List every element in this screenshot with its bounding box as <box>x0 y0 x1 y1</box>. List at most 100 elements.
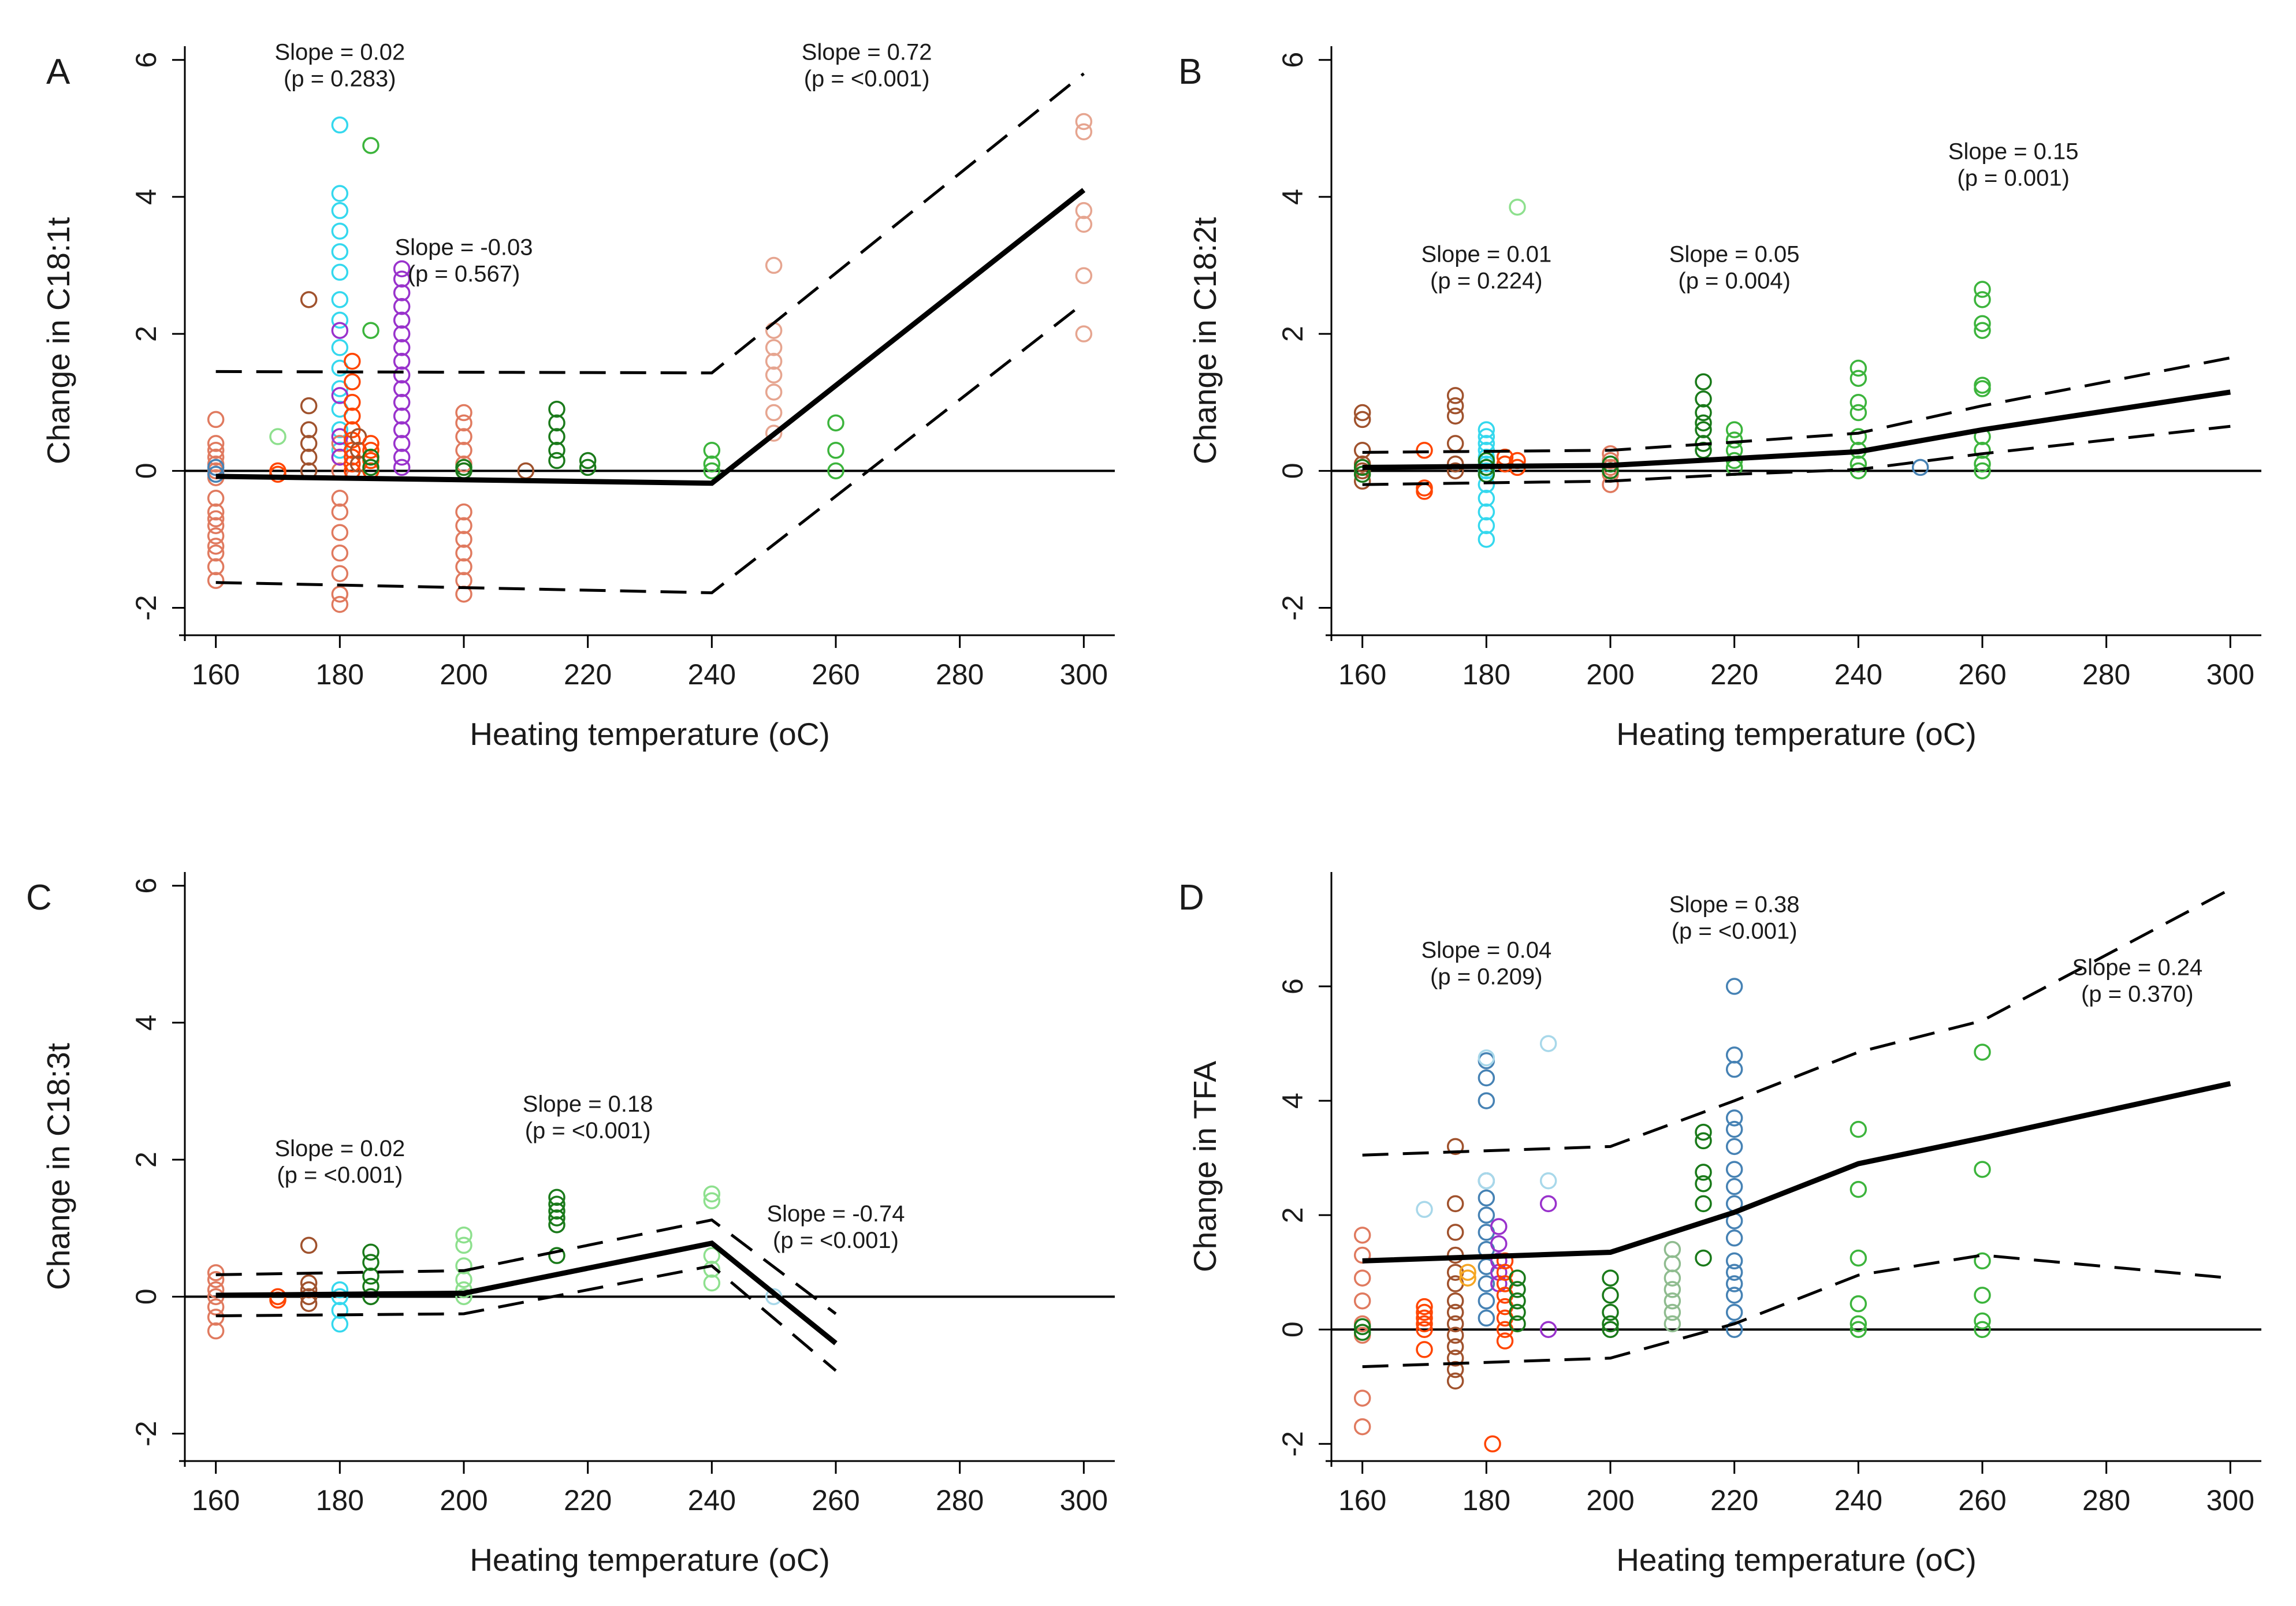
data-point <box>344 455 361 473</box>
x-tick-label: 200 <box>1586 658 1634 691</box>
data-point <box>703 1185 721 1203</box>
y-tick-label: 2 <box>130 1152 162 1168</box>
data-point <box>1459 1264 1476 1281</box>
data-point <box>579 459 597 476</box>
x-tick-label: 280 <box>2082 658 2130 691</box>
data-point <box>1974 377 1991 394</box>
data-point <box>331 222 349 240</box>
data-point <box>1416 442 1433 459</box>
data-point <box>207 510 225 528</box>
data-point <box>548 442 565 459</box>
data-point <box>1695 373 1712 390</box>
data-point <box>1478 1092 1495 1109</box>
panel-letter: D <box>1178 878 1204 918</box>
data-point <box>1478 1049 1495 1067</box>
y-tick-label: -2 <box>1277 595 1309 620</box>
data-point <box>1974 281 1991 298</box>
y-tick-label: 4 <box>1277 1093 1309 1109</box>
data-point <box>455 517 472 534</box>
data-point <box>1974 1161 1991 1178</box>
data-point <box>1974 1287 1991 1304</box>
data-point <box>1725 1287 1743 1304</box>
data-point <box>300 1236 318 1254</box>
data-point <box>455 544 472 562</box>
data-point <box>1446 397 1464 415</box>
y-axis-title: Change in C18:2t <box>1187 217 1223 464</box>
data-point <box>1353 472 1371 490</box>
data-point <box>1850 1315 1867 1333</box>
data-point <box>1353 1318 1371 1336</box>
x-tick-label: 280 <box>2082 1484 2130 1516</box>
data-point <box>1478 1309 1495 1327</box>
fit-mean-line <box>215 188 1086 486</box>
data-point <box>393 421 411 438</box>
data-point <box>1602 445 1619 463</box>
data-point <box>344 393 361 411</box>
p-value-annotation: (p = <0.001) <box>804 66 930 92</box>
data-point <box>1446 1303 1464 1321</box>
data-point <box>1416 1321 1433 1338</box>
data-point <box>1446 462 1464 480</box>
data-point <box>1416 1341 1433 1358</box>
data-point <box>207 490 225 507</box>
data-point <box>703 462 721 480</box>
data-point <box>1974 315 1991 333</box>
data-point <box>331 490 349 507</box>
data-point <box>1353 442 1371 459</box>
x-axis-title: Heating temperature (oC) <box>1616 716 1977 752</box>
panel-letter: A <box>46 52 70 92</box>
data-point <box>1446 387 1464 404</box>
data-point <box>331 1316 349 1333</box>
y-tick-label: 6 <box>130 52 162 68</box>
data-point <box>703 1261 721 1278</box>
slope-annotation: Slope = -0.74 <box>766 1201 905 1227</box>
x-tick-label: 240 <box>688 1484 736 1516</box>
data-point <box>765 352 783 370</box>
data-point <box>1974 1321 1991 1338</box>
data-point <box>1602 1315 1619 1333</box>
data-point <box>393 448 411 466</box>
data-point <box>1974 442 1991 459</box>
p-value-annotation: (p = 0.001) <box>1957 166 2070 191</box>
data-point <box>1695 1249 1712 1267</box>
x-axis-title: Heating temperature (oC) <box>1616 1542 1977 1578</box>
slope-annotation: Slope = 0.38 <box>1669 892 1800 917</box>
data-point <box>207 503 225 521</box>
data-point <box>1725 1046 1743 1064</box>
data-point <box>1725 421 1743 438</box>
data-point <box>455 1226 472 1244</box>
data-point <box>207 1264 225 1281</box>
data-point <box>1695 404 1712 422</box>
data-point <box>362 1254 379 1271</box>
data-point <box>548 1195 565 1213</box>
data-point <box>362 448 379 466</box>
y-tick-label: 0 <box>1277 463 1309 479</box>
data-point <box>1539 1195 1557 1213</box>
ci-lower-line <box>1362 1253 2231 1369</box>
data-point <box>331 311 349 329</box>
data-point <box>765 424 783 442</box>
fit-mean-line <box>1362 389 2231 470</box>
data-point <box>1509 1292 1526 1310</box>
panel-a: A 160 180 200 220 240 260 280 300 -2 0 2 4 6 Heating t… <box>40 40 1115 752</box>
data-point <box>1725 1264 1743 1281</box>
data-point <box>1695 1123 1712 1141</box>
panel-b: B 160 180 200 220 240 260 280 300 -2 0 2 4 6 Heating t… <box>1178 46 2261 752</box>
y-tick-label: 2 <box>1277 326 1309 342</box>
data-point <box>703 1247 721 1264</box>
data-point <box>1353 1418 1371 1436</box>
data-point <box>331 243 349 260</box>
slope-annotation: Slope = 0.02 <box>274 1136 405 1161</box>
panel-c: C 160 180 200 220 240 260 280 300 -2 0 2 4 6 Heating t… <box>26 872 1115 1578</box>
data-point <box>827 462 844 480</box>
x-tick-label: 300 <box>2206 1484 2254 1516</box>
x-tick-label: 220 <box>1710 1484 1758 1516</box>
data-point <box>1478 421 1495 438</box>
x-tick-label: 260 <box>1958 658 2006 691</box>
y-axis-title: Change in C18:1t <box>40 217 76 464</box>
data-point <box>331 524 349 541</box>
data-point <box>1664 1255 1681 1273</box>
data-point <box>1664 1315 1681 1333</box>
data-point <box>393 284 411 301</box>
y-tick-label: 6 <box>130 878 162 894</box>
